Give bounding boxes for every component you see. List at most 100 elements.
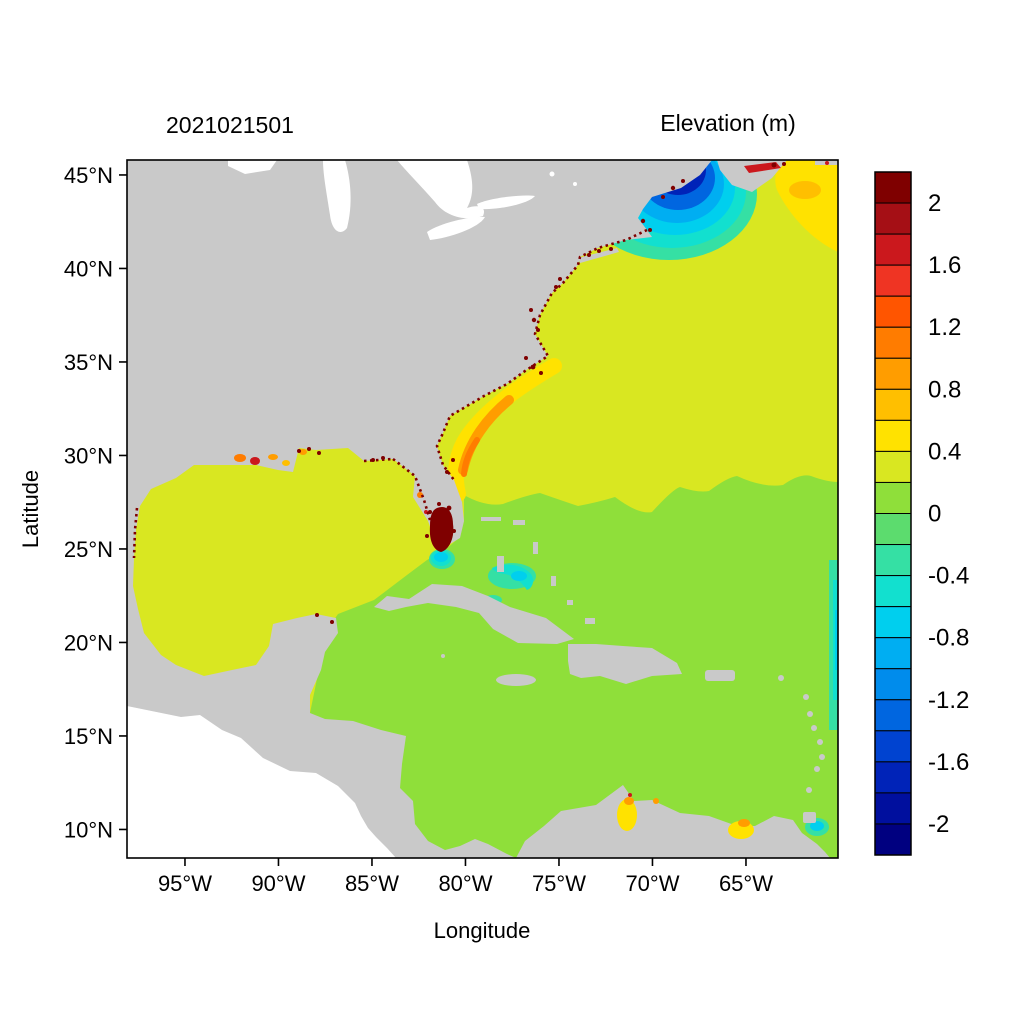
texas-coast-speckles [132, 507, 139, 559]
colorbar-segment [874, 513, 912, 546]
colorbar-tick-label: 0.4 [928, 438, 961, 465]
scotian-shelf-amber [789, 181, 821, 199]
la-spot [250, 457, 260, 465]
colorbar-segment [874, 295, 912, 328]
colorbar-segment [874, 544, 912, 577]
scotian-shelf-high-patch [775, 160, 838, 252]
land-hispaniola [568, 644, 682, 684]
land-cuba [374, 584, 574, 644]
x-tick-label: 95°W [158, 871, 212, 896]
x-tick-label: 65°W [719, 871, 773, 896]
maracaibo-red [628, 793, 632, 797]
colorbar-tick-label: -2 [928, 811, 949, 838]
colorbar-segment [874, 792, 912, 825]
coastal-extreme-features [132, 161, 829, 839]
small-lake [549, 171, 555, 177]
land-lesser-antilles [441, 654, 825, 793]
x-tick-label: 70°W [625, 871, 679, 896]
la-spot [268, 454, 278, 460]
y-tick-label: 45°N [64, 163, 113, 188]
x-tick-label: 80°W [438, 871, 492, 896]
colorbar-segment [874, 233, 912, 266]
lake-huron [397, 160, 485, 219]
x-axis-label: Longitude [434, 918, 531, 943]
land-trinidad [803, 812, 816, 823]
louisiana-coast-high-spots [234, 449, 428, 514]
colorbar-segment [874, 637, 912, 670]
y-tick-label: 40°N [64, 256, 113, 281]
south-florida-high-cells [429, 506, 454, 552]
colorbar [874, 171, 912, 856]
coastal-wetdry-speckle-bands [132, 228, 648, 559]
venezuela-orange [738, 819, 750, 827]
x-tick-label: 75°W [532, 871, 586, 896]
lake-michigan [323, 160, 351, 232]
fundy-speckle [771, 162, 777, 168]
colorbar-segment [874, 171, 912, 204]
y-tick-label: 10°N [64, 817, 113, 842]
y-tick-label: 15°N [64, 724, 113, 749]
georgia-carolinas-coastal-band [447, 358, 562, 502]
lake-ontario [477, 195, 535, 210]
lake-superior [228, 160, 277, 174]
colorbar-segment [874, 450, 912, 483]
lake-erie [427, 216, 485, 240]
venezuela-coast-high-spots [617, 793, 754, 839]
fundy-speckle [782, 162, 786, 166]
colorbar-border [874, 171, 912, 856]
y-axis-ticks: 45°N 40°N 35°N 30°N 25°N 20°N 15°N 10°N [64, 163, 127, 842]
colorbar-tick-label: 0.8 [928, 376, 961, 403]
colorbar-tick-label: -1.6 [928, 749, 969, 776]
run-timestamp-title: 2021021501 [166, 112, 294, 138]
colorbar-segment [874, 668, 912, 701]
y-tick-label: 25°N [64, 537, 113, 562]
la-spot [234, 454, 246, 462]
colorbar-segment [874, 823, 912, 856]
colorbar-segment [874, 481, 912, 515]
colorbar-segment [874, 761, 912, 794]
colorbar-tick-label: -1.2 [928, 687, 969, 714]
colorbar-segment [874, 388, 912, 421]
colorbar-title: Elevation (m) [660, 110, 795, 136]
west-florida-speckles [392, 457, 432, 521]
plot-frame [126, 159, 839, 859]
y-tick-label: 35°N [64, 350, 113, 375]
fundy-speckle [825, 161, 829, 165]
colorbar-segment [874, 357, 912, 390]
coastal-band-orange-deep [461, 437, 480, 477]
colorbar-segment [874, 264, 912, 297]
map-plot-area [127, 160, 838, 858]
coastal-band-yellow [447, 358, 562, 502]
land-masses [127, 160, 838, 858]
edge-strip-cyan [835, 610, 838, 670]
big-bend-speckles [363, 457, 394, 463]
la-spot [282, 460, 290, 466]
atlantic-coast-speckles [435, 228, 648, 481]
colorbar-labels: 2 1.6 1.2 0.8 0.4 0 -0.4 -0.8 -1.2 -1.6 -2 [928, 190, 969, 838]
land-jamaica [496, 674, 536, 686]
colorbar-tick-label: -0.4 [928, 563, 969, 590]
scotian-shelf-yellow [775, 160, 838, 252]
y-tick-label: 30°N [64, 443, 113, 468]
x-tick-label: 90°W [251, 871, 305, 896]
colorbar-segment [874, 326, 912, 359]
land-south-america [516, 785, 830, 858]
colorbar-segment [874, 730, 912, 763]
great-lakes [228, 160, 577, 240]
colorbar-tick-label: 1.2 [928, 314, 961, 341]
y-axis-label: Latitude [18, 470, 43, 548]
florida-bay-cyan [434, 552, 448, 562]
colorbar-segment [874, 202, 912, 235]
venezuela-orange-dot [653, 798, 659, 804]
colorbar-tick-label: 0 [928, 501, 941, 528]
coastal-high-water-speckles [297, 179, 685, 624]
colorbar-tick-label: 2 [928, 190, 941, 217]
colorbar-tick-label: -0.8 [928, 625, 969, 652]
x-axis-ticks: 95°W 90°W 85°W 80°W 75°W 70°W 65°W [158, 858, 773, 896]
y-tick-label: 20°N [64, 630, 113, 655]
east-boundary-low-strip [805, 560, 838, 836]
maracaibo-orange [624, 797, 634, 805]
small-lake [573, 182, 577, 186]
